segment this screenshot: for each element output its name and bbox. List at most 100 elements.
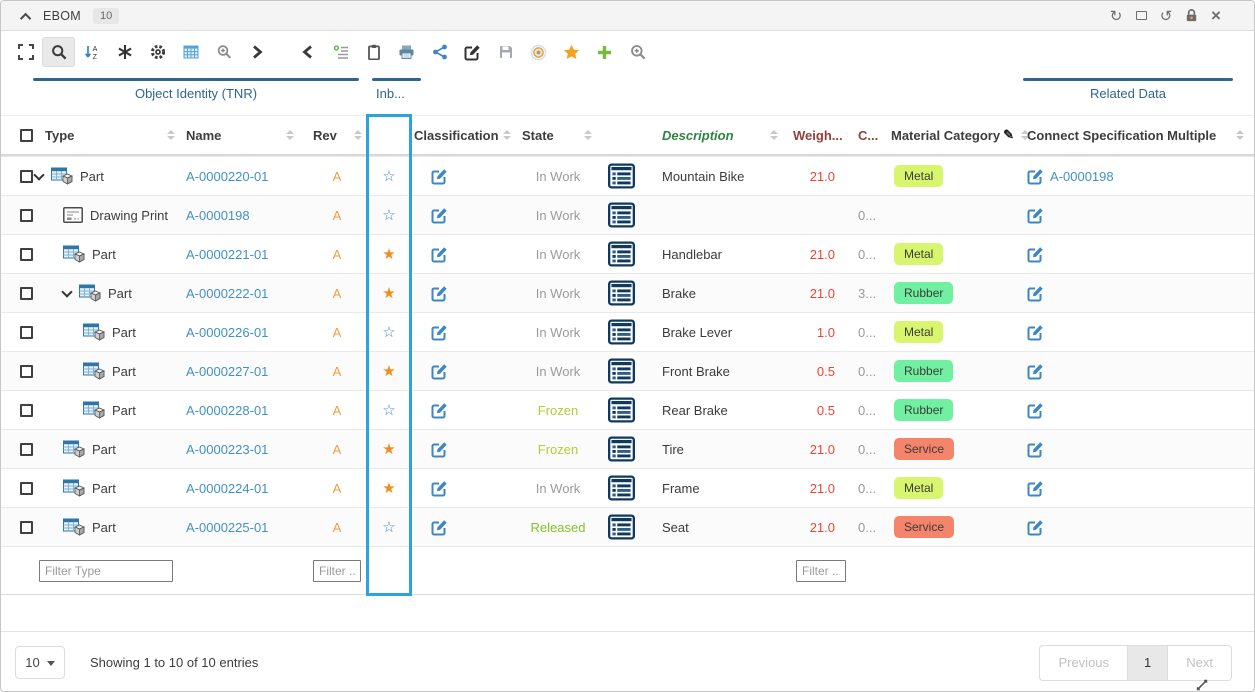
connect-spec-link[interactable]: A-0000198 <box>1050 168 1114 184</box>
details-list-icon[interactable] <box>608 397 635 423</box>
classification-edit-icon[interactable] <box>431 206 448 224</box>
details-list-icon[interactable] <box>608 163 635 189</box>
sort-icon[interactable] <box>1236 130 1244 140</box>
classification-edit-icon[interactable] <box>431 479 448 497</box>
classification-edit-icon[interactable] <box>431 167 448 185</box>
revision-link[interactable]: A <box>332 441 342 457</box>
row-checkbox[interactable] <box>20 169 33 183</box>
sort-icon[interactable] <box>770 130 778 140</box>
row-checkbox[interactable] <box>20 520 33 534</box>
current-page-button[interactable]: 1 <box>1127 644 1169 681</box>
collapse-all-button[interactable] <box>291 37 324 67</box>
classification-edit-icon[interactable] <box>431 362 448 380</box>
favorite-star-icon[interactable] <box>382 481 395 496</box>
connect-edit-icon[interactable] <box>1027 479 1044 497</box>
revision-link[interactable]: A <box>332 207 342 223</box>
column-header-state[interactable]: State <box>514 116 602 154</box>
revision-link[interactable]: A <box>332 246 342 262</box>
row-checkbox[interactable] <box>20 208 33 222</box>
connect-edit-icon[interactable] <box>1027 518 1044 536</box>
row-checkbox[interactable] <box>20 247 33 261</box>
column-header-connect-spec[interactable]: Connect Specification Multiple <box>1019 116 1254 154</box>
sort-icon[interactable] <box>167 130 175 140</box>
undo-icon[interactable]: ↺ <box>1159 7 1173 25</box>
column-header-material-category[interactable]: Material Category ✎ <box>886 116 1019 154</box>
revision-link[interactable]: A <box>332 402 342 418</box>
visibility-button[interactable] <box>522 37 555 67</box>
column-header-favorite[interactable] <box>368 116 410 154</box>
connect-edit-icon[interactable] <box>1027 284 1044 302</box>
chevron-down-icon[interactable] <box>61 285 73 298</box>
favorite-star-icon[interactable] <box>382 286 395 301</box>
print-button[interactable] <box>390 37 423 67</box>
row-checkbox[interactable] <box>20 286 33 300</box>
previous-page-button[interactable]: Previous <box>1039 644 1129 681</box>
lock-icon[interactable] <box>1183 8 1199 24</box>
name-link[interactable]: A-0000198 <box>186 207 250 223</box>
filter-rev-input[interactable] <box>313 559 361 582</box>
favorite-star-icon[interactable] <box>382 247 395 262</box>
collapse-panel-icon[interactable] <box>19 12 32 25</box>
next-page-button[interactable]: Next <box>1167 644 1232 681</box>
asterisk-button[interactable] <box>108 37 141 67</box>
fullscreen-button[interactable] <box>9 37 42 67</box>
row-checkbox[interactable] <box>20 442 33 456</box>
connect-edit-icon[interactable] <box>1027 206 1044 224</box>
close-icon[interactable]: × <box>1211 5 1221 25</box>
connect-edit-icon[interactable] <box>1027 167 1044 185</box>
classification-edit-icon[interactable] <box>431 323 448 341</box>
connect-edit-icon[interactable] <box>1027 362 1044 380</box>
connect-edit-icon[interactable] <box>1027 401 1044 419</box>
add-row-button[interactable] <box>324 37 357 67</box>
expand-all-button[interactable] <box>240 37 273 67</box>
revision-link[interactable]: A <box>332 324 342 340</box>
filter-weight-input[interactable] <box>796 559 846 582</box>
zoom-in-button[interactable] <box>621 37 654 67</box>
search-options-button[interactable] <box>207 37 240 67</box>
revision-link[interactable]: A <box>332 285 342 301</box>
name-link[interactable]: A-0000223-01 <box>186 441 269 457</box>
classification-edit-icon[interactable] <box>431 401 448 419</box>
connect-edit-icon[interactable] <box>1027 440 1044 458</box>
row-checkbox[interactable] <box>20 325 33 339</box>
favorite-star-icon[interactable] <box>382 325 395 340</box>
favorite-star-icon[interactable] <box>382 169 395 184</box>
name-link[interactable]: A-0000224-01 <box>186 480 269 496</box>
chevron-down-icon[interactable] <box>33 168 45 181</box>
select-all-checkbox[interactable] <box>20 128 33 142</box>
filter-type-input[interactable] <box>39 559 173 582</box>
settings-button[interactable] <box>141 37 174 67</box>
name-link[interactable]: A-0000221-01 <box>186 246 269 262</box>
sort-icon[interactable] <box>584 130 592 140</box>
connect-edit-icon[interactable] <box>1027 323 1044 341</box>
clipboard-button[interactable] <box>357 37 390 67</box>
revision-link[interactable]: A <box>332 519 342 535</box>
details-list-icon[interactable] <box>608 514 635 540</box>
details-list-icon[interactable] <box>608 358 635 384</box>
name-link[interactable]: A-0000225-01 <box>186 519 269 535</box>
favorite-button[interactable] <box>555 37 588 67</box>
classification-edit-icon[interactable] <box>431 518 448 536</box>
name-link[interactable]: A-0000226-01 <box>186 324 269 340</box>
sort-icon[interactable] <box>286 130 294 140</box>
revision-link[interactable]: A <box>332 168 342 184</box>
favorite-star-icon[interactable] <box>382 520 395 535</box>
column-header-type[interactable]: Type <box>35 116 181 154</box>
sort-icon[interactable] <box>503 130 511 140</box>
details-list-icon[interactable] <box>608 241 635 267</box>
classification-edit-icon[interactable] <box>431 284 448 302</box>
classification-edit-icon[interactable] <box>431 245 448 263</box>
edit-button[interactable] <box>456 37 489 67</box>
sort-icon[interactable] <box>354 130 362 140</box>
details-list-icon[interactable] <box>608 475 635 501</box>
details-list-icon[interactable] <box>608 436 635 462</box>
name-link[interactable]: A-0000227-01 <box>186 363 269 379</box>
pencil-icon[interactable]: ✎ <box>1003 127 1014 142</box>
page-size-select[interactable]: 10 <box>15 646 65 679</box>
favorite-star-icon[interactable] <box>382 403 395 418</box>
favorite-star-icon[interactable] <box>382 364 395 379</box>
column-header-rev[interactable]: Rev <box>306 116 368 154</box>
save-button[interactable] <box>489 37 522 67</box>
favorite-star-icon[interactable] <box>382 208 395 223</box>
